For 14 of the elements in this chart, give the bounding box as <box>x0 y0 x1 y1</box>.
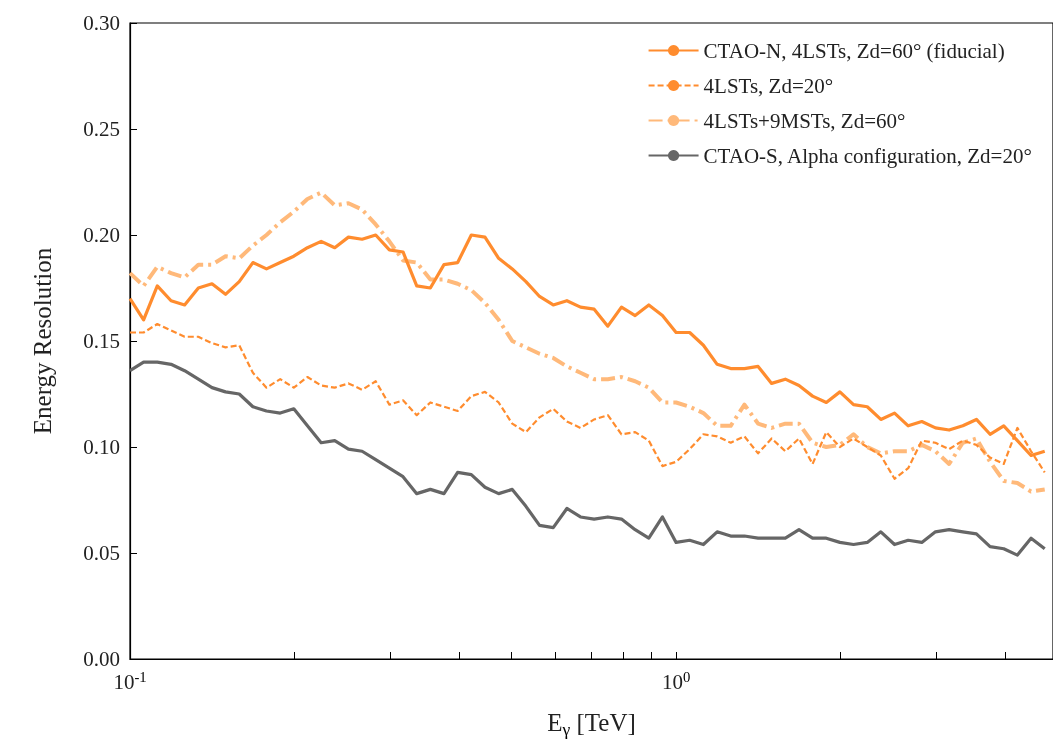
y-tick-label: 0.20 <box>83 223 120 247</box>
legend-label: 4LSTs+9MSTs, Zd=60° <box>703 108 906 133</box>
legend-label: CTAO-N, 4LSTs, Zd=60° (fiducial) <box>703 38 1005 63</box>
y-tick-label: 0.15 <box>83 329 120 353</box>
line-series <box>128 190 1047 494</box>
y-tick-label: 0.10 <box>83 435 120 459</box>
y-tick-label: 0.05 <box>83 541 120 565</box>
y-tick-label: 0.25 <box>83 117 120 141</box>
line-series <box>128 360 1047 557</box>
legend-label: CTAO-S, Alpha configuration, Zd=20° <box>703 143 1032 168</box>
y-tick-label: 0.30 <box>83 11 120 35</box>
y-axis-title: Energy Resolution <box>29 247 56 435</box>
y-tick-label: 0.00 <box>83 647 120 671</box>
legend-label: 4LSTs, Zd=20° <box>703 73 834 98</box>
